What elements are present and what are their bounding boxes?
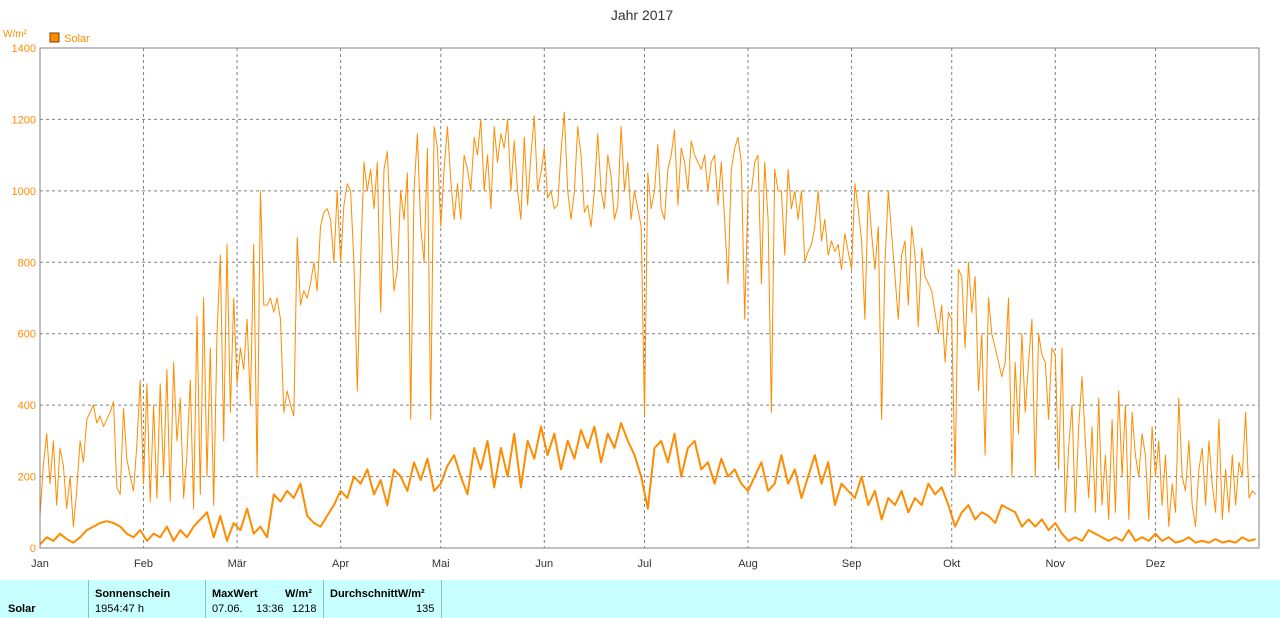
x-tick-label: Okt [943,558,960,570]
y-tick-label: 1200 [12,114,36,126]
x-tick-label: Mai [432,558,450,570]
x-tick-label: Nov [1045,558,1065,570]
plot-frame [39,47,1260,549]
sunshine-value: 1954:47 h [95,603,144,615]
max-time: 13:36 [256,603,284,615]
y-tick-label: 600 [18,329,36,341]
sunshine-header: Sonnenschein [95,588,171,600]
solar-chart: Jahr 2017 W/m² Solar 0 200 400 600 800 1000 12… [3,7,1260,570]
max-header: MaxWert [212,588,258,600]
series-layer [39,111,1257,546]
legend: Solar [49,32,90,45]
x-tick-label: Mär [228,558,247,570]
y-tick-label: 200 [18,472,36,484]
legend-label-solar: Solar [64,33,90,45]
grid [40,48,1259,548]
x-tick-label: Dez [1146,558,1166,570]
stats-divider [441,580,442,618]
series-line-solar-average [39,422,1256,546]
average-value: 135 [416,603,435,615]
stats-divider [205,580,206,618]
max-unit: W/m² [285,588,312,600]
stats-divider [88,580,89,618]
x-tick-label: Jun [535,558,553,570]
y-tick-label: 1000 [12,186,36,198]
y-tick-label: 800 [18,257,36,269]
legend-swatch-solar [49,32,60,43]
x-tick-label: Apr [332,558,349,570]
y-axis-unit: W/m² [3,29,28,40]
stats-divider [323,580,324,618]
stats-panel: Solar Sonnenschein 1954:47 h MaxWert W/m… [0,580,1280,618]
x-tick-label: Feb [134,558,153,570]
chart-title: Jahr 2017 [611,7,673,23]
y-tick-label: 1400 [12,43,36,55]
y-tick-label: 0 [30,543,36,555]
max-date: 07.06. [212,603,243,615]
average-header: DurchschnittW/m² [330,588,425,600]
x-axis-ticks: Jan Feb Mär Apr Mai Jun Jul Aug Sep Okt Nov Dez [31,558,1165,570]
y-tick-label: 400 [18,400,36,412]
x-tick-label: Jul [637,558,651,570]
y-axis-ticks: 0 200 400 600 800 1000 1200 1400 [12,43,36,555]
x-tick-label: Jan [31,558,49,570]
max-value: 1218 [292,603,317,615]
series-line-solar-max [39,111,1257,528]
x-tick-label: Aug [738,558,758,570]
stats-row-label: Solar [8,603,36,615]
x-tick-label: Sep [842,558,862,570]
